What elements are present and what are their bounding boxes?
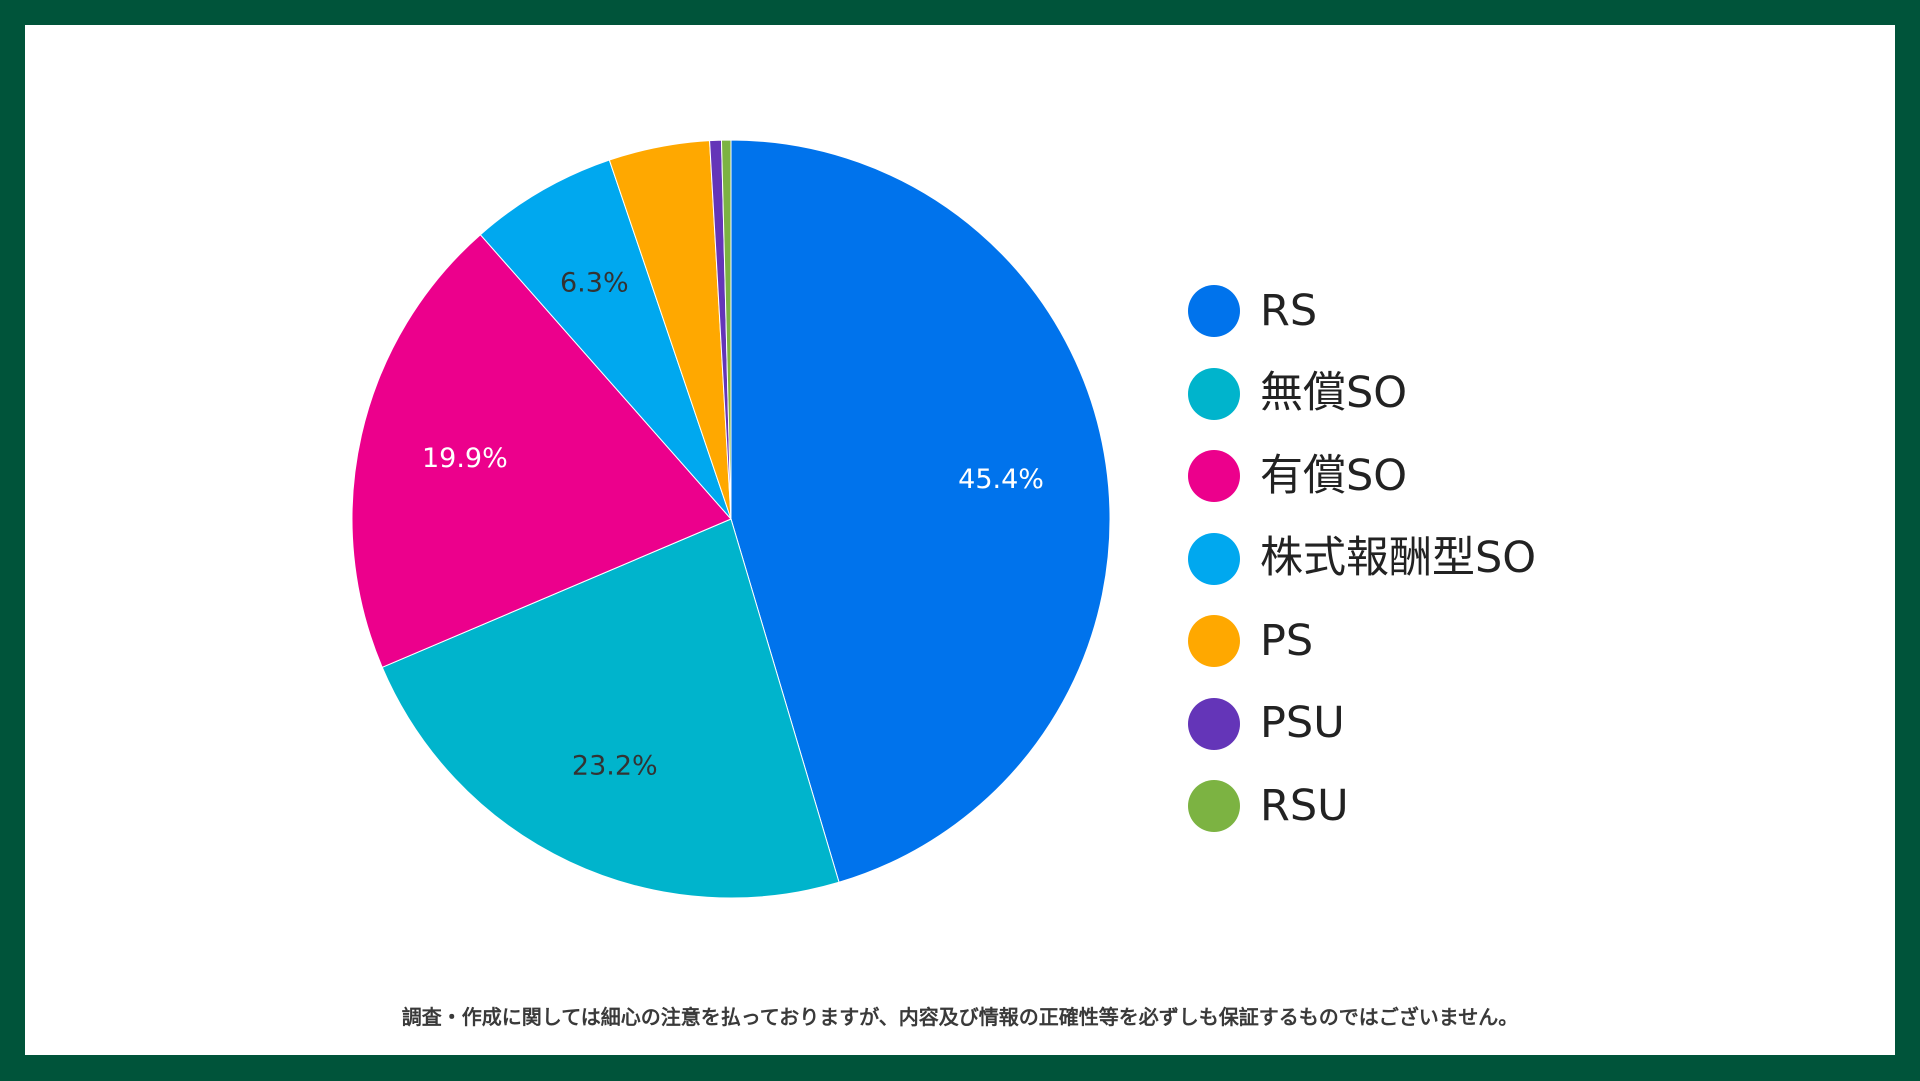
- legend-label: 有償SO: [1260, 450, 1408, 501]
- legend-swatch: [1188, 367, 1240, 420]
- legend-swatch: [1188, 532, 1240, 585]
- legend-label: 無償SO: [1260, 368, 1408, 419]
- legend-label: PSU: [1260, 698, 1345, 749]
- legend-item-1[interactable]: RS: [1188, 270, 1536, 353]
- pie-slice-7[interactable]: [720, 139, 732, 520]
- chart-frame: 45.4% 23.2% 19.9% 6.3% RS 無償SO 有償SO 株式報酬型SO PS P…: [25, 25, 1895, 1055]
- pie-chart: 45.4% 23.2% 19.9% 6.3%: [351, 139, 1111, 899]
- legend-label: 株式報酬型SO: [1260, 533, 1537, 584]
- legend-swatch: [1188, 780, 1240, 833]
- slice-data-label-3: 19.9%: [422, 443, 508, 474]
- disclaimer-text: 調査・作成に関しては細心の注意を払っておりますが、内容及び情報の正確性等を必ずし…: [401, 1005, 1519, 1029]
- legend-label: RSU: [1260, 780, 1349, 831]
- legend-item-7[interactable]: RSU: [1188, 765, 1536, 848]
- legend-label: RS: [1260, 285, 1318, 336]
- legend-item-3[interactable]: 有償SO: [1188, 435, 1536, 518]
- pie-slice-4[interactable]: [479, 159, 732, 520]
- pie-slice-3[interactable]: [351, 234, 732, 668]
- legend-item-4[interactable]: 株式報酬型SO: [1188, 518, 1536, 601]
- legend-label: PS: [1260, 615, 1314, 666]
- legend-item-5[interactable]: PS: [1188, 600, 1536, 683]
- chart-legend: RS 無償SO 有償SO 株式報酬型SO PS PSU RSU: [1188, 270, 1536, 848]
- slice-data-label-1: 45.4%: [958, 464, 1044, 495]
- slice-data-label-4: 6.3%: [560, 267, 629, 298]
- pie-slice-1[interactable]: [730, 139, 1111, 883]
- legend-swatch: [1188, 450, 1240, 503]
- legend-swatch: [1188, 697, 1240, 750]
- pie-slice-2[interactable]: [381, 518, 840, 899]
- legend-item-6[interactable]: PSU: [1188, 683, 1536, 766]
- legend-swatch: [1188, 615, 1240, 668]
- slice-data-label-2: 23.2%: [572, 750, 658, 781]
- legend-swatch: [1188, 285, 1240, 338]
- legend-item-2[interactable]: 無償SO: [1188, 353, 1536, 436]
